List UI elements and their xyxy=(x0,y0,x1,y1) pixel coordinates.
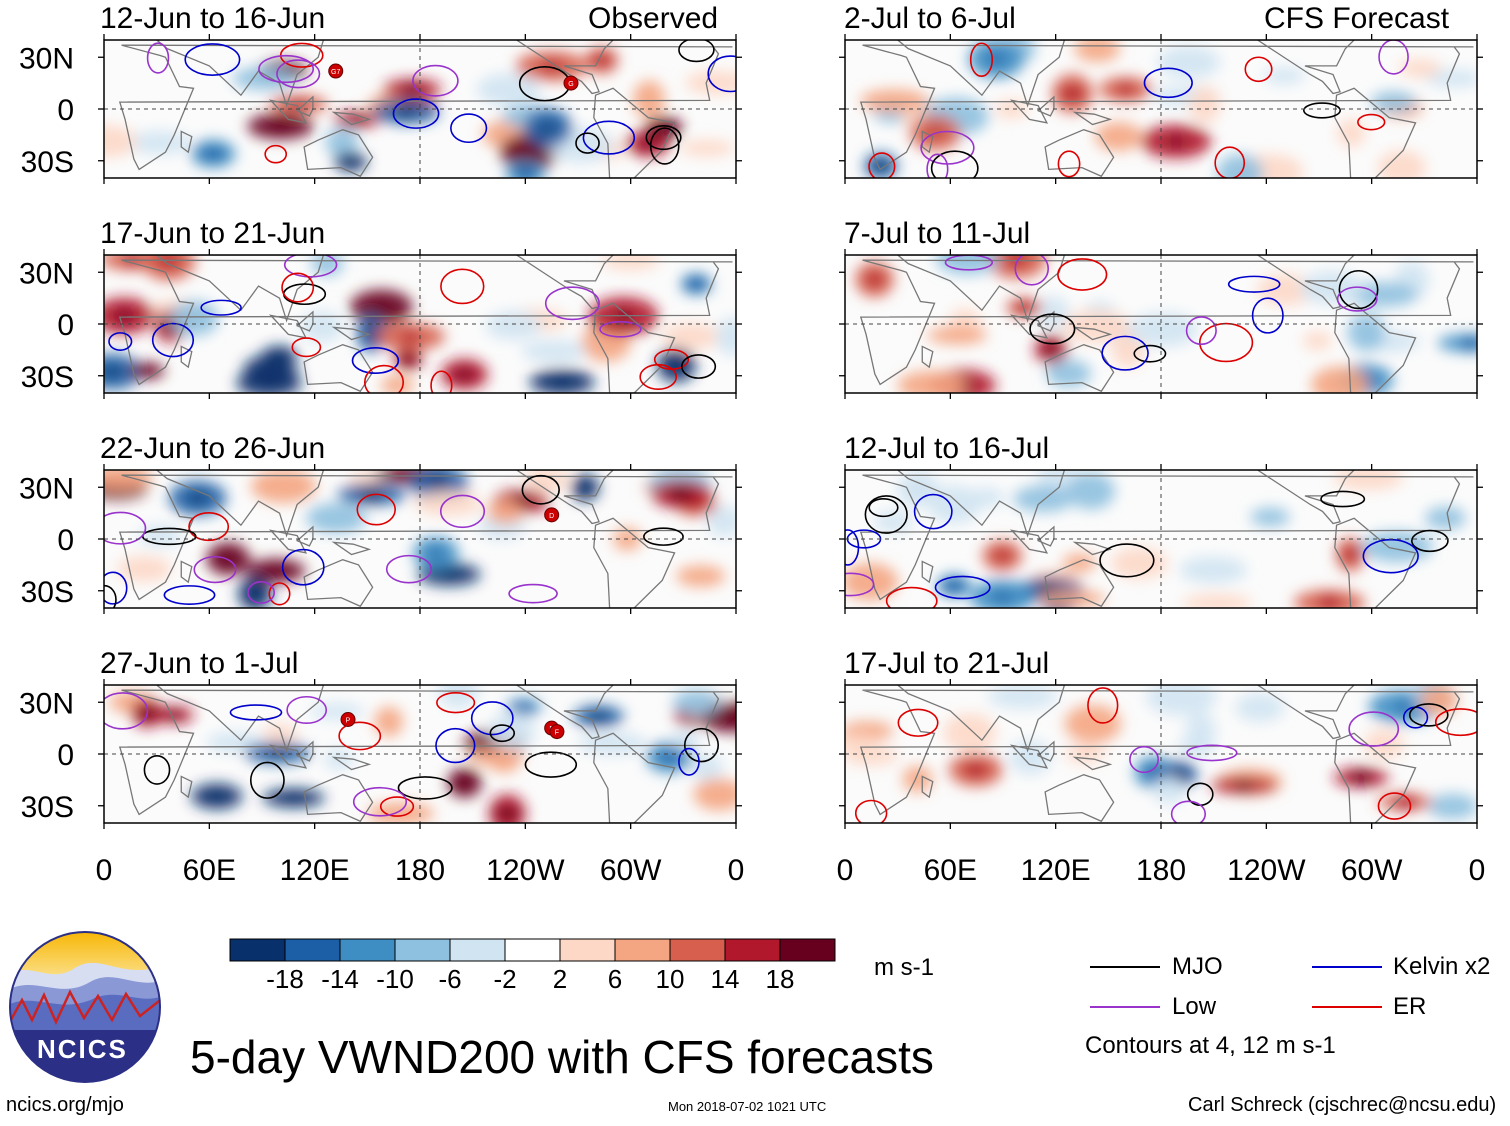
panel-title-fcst-3: 12-Jul to 16-Jul xyxy=(844,432,1050,465)
colorbar-label: 10 xyxy=(656,964,685,994)
x-tick-label: 0 xyxy=(1469,854,1486,887)
y-tick-label: 30N xyxy=(19,472,74,505)
legend-label-er: ER xyxy=(1393,993,1427,1020)
panel-title-obs-3: 22-Jun to 26-Jun xyxy=(100,432,326,465)
colorbar-label: -14 xyxy=(321,964,359,994)
colorbar-swatch xyxy=(449,938,506,962)
legend xyxy=(1090,966,1382,1008)
y-tick-label: 30N xyxy=(19,257,74,290)
svg-text:F: F xyxy=(555,730,559,737)
colorbar-label: -2 xyxy=(493,964,516,994)
y-tick-label: 0 xyxy=(57,309,74,342)
x-tick-label: 60E xyxy=(183,854,236,887)
x-tick-label: 60W xyxy=(600,854,662,887)
x-tick-label: 60W xyxy=(1341,854,1403,887)
panel-title-fcst-2: 7-Jul to 11-Jul xyxy=(844,217,1031,250)
panel-title-fcst-4: 17-Jul to 21-Jul xyxy=(844,647,1050,680)
legend-label-mjo: MJO xyxy=(1172,953,1223,980)
panel-4: PEF30N030S xyxy=(19,679,742,829)
colorbar-label: 14 xyxy=(711,964,740,994)
storm-marker: G7 xyxy=(328,63,344,79)
svg-text:G7: G7 xyxy=(331,69,340,76)
svg-text:G: G xyxy=(568,81,573,88)
x-tick-label: 120E xyxy=(280,854,350,887)
x-tick-label: 60E xyxy=(924,854,977,887)
storm-marker: F xyxy=(549,724,565,740)
colorbar-swatch xyxy=(339,938,396,962)
colorbar-label: -10 xyxy=(376,964,414,994)
x-tick-label: 120W xyxy=(1227,854,1306,887)
colorbar: -18 -14 -10 -6 -2 2 6 10 14 18 xyxy=(229,938,836,994)
logo-text: NCICS xyxy=(37,1034,128,1064)
figure-title: 5-day VWND200 with CFS forecasts xyxy=(190,1031,934,1083)
storm-marker: G xyxy=(563,75,579,91)
panel-6 xyxy=(839,249,1483,399)
source-url-link[interactable]: ncics.org/mjo xyxy=(6,1094,124,1116)
contour-note: Contours at 4, 12 m s-1 xyxy=(1085,1032,1336,1059)
y-tick-label: 30S xyxy=(21,146,74,179)
colorbar-label: 6 xyxy=(608,964,622,994)
ncics-logo xyxy=(9,931,161,1083)
colorbar-label: -18 xyxy=(266,964,304,994)
colorbar-units: m s-1 xyxy=(874,954,934,981)
colorbar-swatch xyxy=(614,938,671,962)
y-tick-label: 0 xyxy=(57,524,74,557)
colorbar-swatch xyxy=(724,938,781,962)
y-tick-label: 30N xyxy=(19,687,74,720)
y-tick-label: 0 xyxy=(57,739,74,772)
y-tick-label: 0 xyxy=(57,94,74,127)
panel-title-obs-4: 27-Jun to 1-Jul xyxy=(100,647,299,680)
panel-3: D 30N 0 30S xyxy=(19,464,742,614)
colorbar-swatch xyxy=(669,938,726,962)
panel-title-obs-1: 12-Jun to 16-Jun xyxy=(100,2,326,35)
y-tick-label: 30S xyxy=(21,576,74,609)
x-tick-label: 120W xyxy=(486,854,565,887)
panel-7 xyxy=(839,464,1483,614)
y-tick-label: 30S xyxy=(21,361,74,394)
timestamp: Mon 2018-07-02 1021 UTC xyxy=(668,1099,827,1114)
colorbar-swatch xyxy=(394,938,451,962)
colorbar-swatch xyxy=(504,938,561,962)
legend-label-low: Low xyxy=(1172,993,1217,1020)
colorbar-swatch xyxy=(559,938,616,962)
colorbar-label: 2 xyxy=(553,964,567,994)
storm-marker: P xyxy=(340,712,356,727)
y-tick-label: 30N xyxy=(19,42,74,75)
colorbar-label: -6 xyxy=(438,964,461,994)
svg-text:D: D xyxy=(549,513,554,520)
x-tick-label: 120E xyxy=(1021,854,1091,887)
panel-8 xyxy=(839,679,1483,829)
legend-label-kelvin: Kelvin x2 xyxy=(1393,953,1491,980)
x-tick-label: 0 xyxy=(837,854,854,887)
x-tick-label: 0 xyxy=(728,854,745,887)
colorbar-swatch xyxy=(229,938,286,962)
x-tick-label: 0 xyxy=(96,854,113,887)
cfs-forecast-column-label: CFS Forecast xyxy=(1264,2,1450,35)
panel-5 xyxy=(839,34,1483,184)
svg-text:P: P xyxy=(346,718,351,725)
panel-1: G7 G 30N 0 30S xyxy=(19,34,742,184)
x-tick-label: 180 xyxy=(1136,854,1186,887)
storm-marker: D xyxy=(544,507,560,523)
author-credit: Carl Schreck (cjschrec@ncsu.edu) xyxy=(1188,1094,1497,1116)
panel-2: 30N 0 30S xyxy=(19,249,742,399)
colorbar-label: 18 xyxy=(766,964,795,994)
panel-title-obs-2: 17-Jun to 21-Jun xyxy=(100,217,326,250)
x-tick-label: 180 xyxy=(395,854,445,887)
panel-title-fcst-1: 2-Jul to 6-Jul xyxy=(844,2,1016,35)
observed-column-label: Observed xyxy=(588,2,719,35)
y-tick-label: 30S xyxy=(21,791,74,824)
colorbar-swatch xyxy=(284,938,341,962)
colorbar-swatch xyxy=(779,938,836,962)
